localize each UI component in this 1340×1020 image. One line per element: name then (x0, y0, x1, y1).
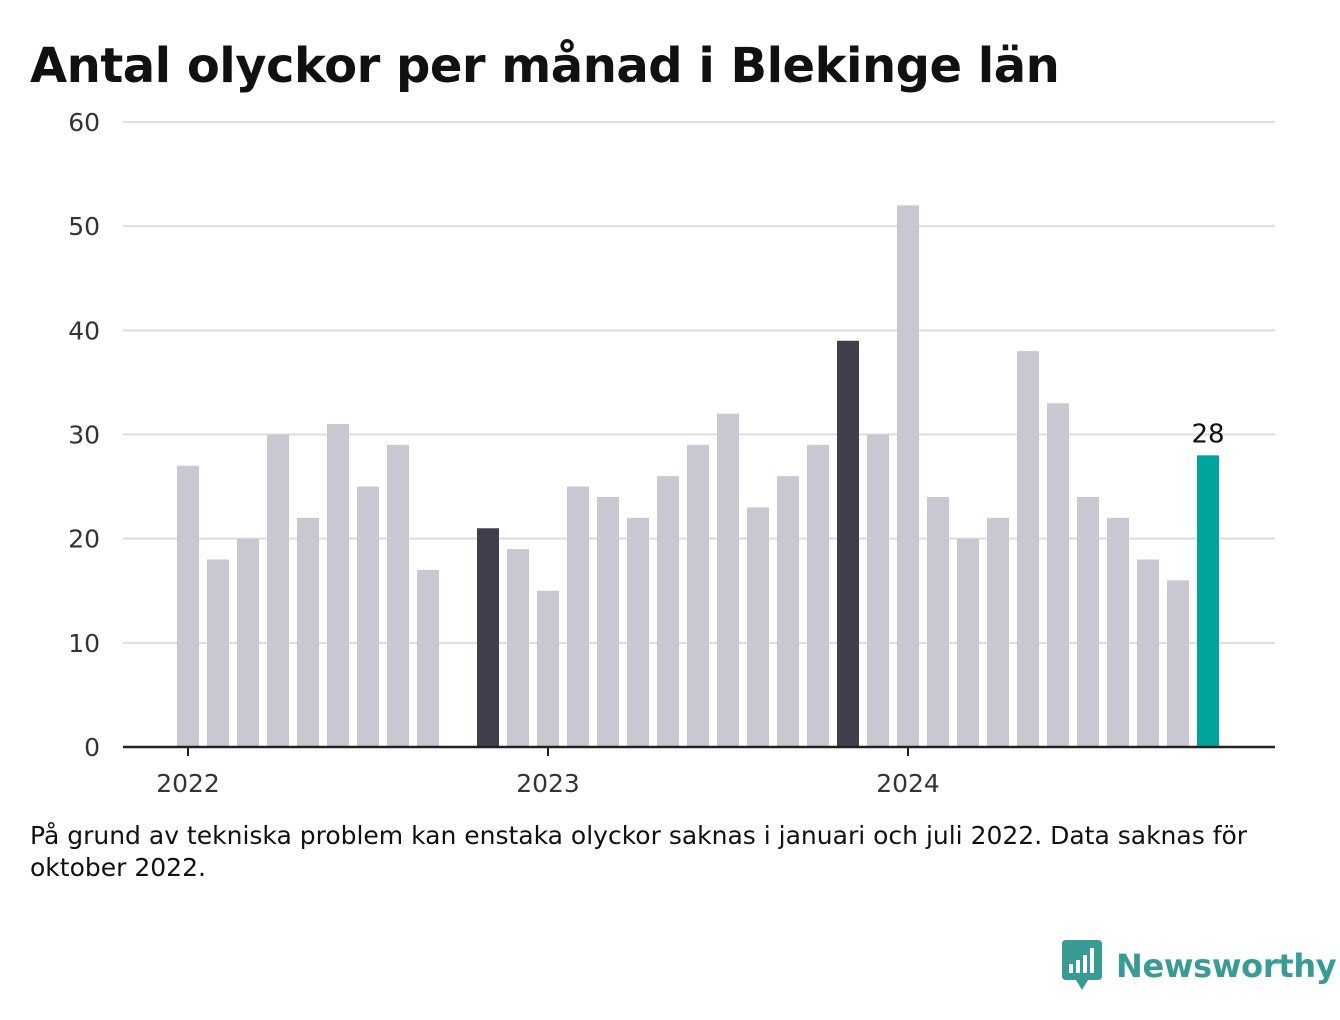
data-labels: 28 (1191, 419, 1224, 449)
bar-2022-04 (267, 434, 289, 747)
bar-2024-03 (957, 538, 979, 747)
bar-2023-08 (747, 507, 769, 747)
bar-2023-01 (537, 590, 559, 747)
bar-2023-09 (777, 476, 799, 747)
y-tick-label: 0 (84, 733, 100, 762)
bar-2024-06 (1047, 403, 1069, 747)
bar-2022-11 (477, 528, 499, 747)
newsworthy-logo[interactable]: Newsworthy (1062, 940, 1337, 992)
bar-2022-09 (417, 569, 439, 747)
bar-2024-09 (1137, 559, 1159, 747)
bar-2022-03 (237, 538, 259, 747)
bar-2023-10 (807, 444, 829, 747)
y-tick-label: 20 (68, 525, 100, 554)
bar-2022-12 (507, 549, 529, 747)
y-tick-label: 60 (68, 108, 100, 137)
x-tick-label: 2022 (156, 769, 220, 798)
bar-2024-07 (1077, 497, 1099, 747)
y-tick-label: 40 (68, 316, 100, 345)
data-label-latest: 28 (1191, 419, 1224, 449)
bar-2023-03 (597, 497, 619, 747)
bar-2023-02 (567, 486, 589, 747)
bar-2023-07 (717, 413, 739, 747)
bar-2022-08 (387, 444, 409, 747)
bar-2023-04 (627, 517, 649, 747)
bar-2024-05 (1017, 351, 1039, 747)
bar-2022-05 (297, 517, 319, 747)
bar-chart: 0 10 20 30 40 50 60 2022 2023 2024 28 (68, 108, 1275, 798)
bar-2024-08 (1107, 517, 1129, 747)
chart-title: Antal olyckor per månad i Blekinge län (30, 38, 1060, 94)
y-tick-label: 30 (68, 421, 100, 450)
bar-2023-11 (837, 340, 859, 747)
bar-2022-01 (177, 465, 199, 747)
bar-2024-02 (927, 497, 949, 747)
bar-2023-05 (657, 476, 679, 747)
bar-2024-01 (897, 205, 919, 748)
newsworthy-logo-icon (1062, 940, 1102, 990)
x-axis: 2022 2023 2024 (123, 745, 1275, 798)
bar-2022-02 (207, 559, 229, 747)
bar-2024-10 (1167, 580, 1189, 747)
bar-2023-06 (687, 444, 709, 747)
footnote: På grund av tekniska problem kan enstaka… (30, 821, 1248, 882)
brand-name: Newsworthy (1116, 947, 1337, 985)
bar-2024-04 (987, 517, 1009, 747)
y-axis: 0 10 20 30 40 50 60 (68, 108, 100, 762)
bar-2024-11 (1197, 455, 1219, 747)
bars (177, 205, 1219, 748)
bar-2023-12 (867, 434, 889, 747)
bar-2022-06 (327, 424, 349, 747)
x-tick-label: 2024 (876, 769, 940, 798)
bar-2022-07 (357, 486, 379, 747)
y-tick-label: 10 (68, 629, 100, 658)
y-tick-label: 50 (68, 212, 100, 241)
x-tick-label: 2023 (516, 769, 580, 798)
